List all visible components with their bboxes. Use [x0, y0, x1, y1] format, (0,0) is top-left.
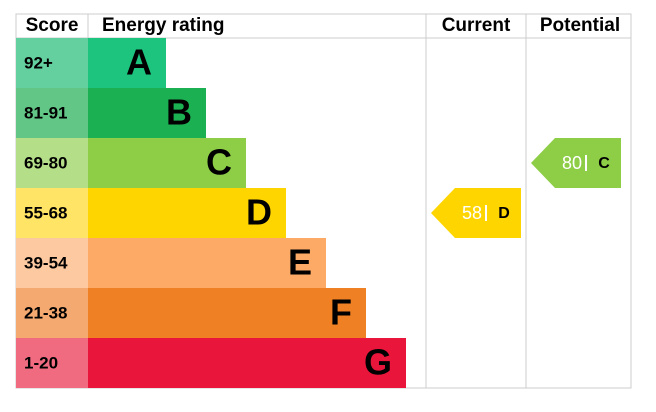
rating-header: Energy rating	[102, 15, 224, 36]
score-header: Score	[26, 15, 79, 36]
score-label: 69-80	[24, 153, 67, 172]
score-cell	[16, 88, 88, 138]
score-cell	[16, 138, 88, 188]
score-label: 55-68	[24, 203, 67, 222]
score-label: 81-91	[24, 103, 67, 122]
score-cell	[16, 238, 88, 288]
rating-bar	[88, 88, 206, 138]
rating-letter: C	[206, 142, 232, 183]
rating-letter: B	[166, 92, 192, 133]
rating-bar	[88, 138, 246, 188]
score-label: 21-38	[24, 303, 67, 322]
potential-header: Potential	[540, 15, 620, 36]
current-letter: D	[498, 205, 510, 222]
rating-letter: G	[364, 342, 392, 383]
score-cell	[16, 38, 88, 88]
rating-bar	[88, 188, 286, 238]
score-label: 1-20	[24, 353, 58, 372]
potential-arrow	[531, 138, 621, 188]
score-label: 92+	[24, 53, 53, 72]
score-cell	[16, 188, 88, 238]
rating-bar	[88, 288, 366, 338]
rating-letter: E	[288, 242, 312, 283]
current-value: 58	[462, 203, 482, 223]
score-cell	[16, 338, 88, 388]
rating-bar	[88, 238, 326, 288]
rating-letter: A	[126, 42, 152, 83]
score-cell	[16, 288, 88, 338]
current-header: Current	[442, 15, 511, 36]
rating-bar	[88, 338, 406, 388]
score-label: 39-54	[24, 253, 68, 272]
current-arrow	[431, 188, 521, 238]
rating-bar	[88, 38, 166, 88]
potential-letter: C	[598, 155, 610, 172]
rating-letter: D	[246, 192, 272, 233]
potential-value: 80	[562, 153, 582, 173]
rating-letter: F	[330, 292, 352, 333]
